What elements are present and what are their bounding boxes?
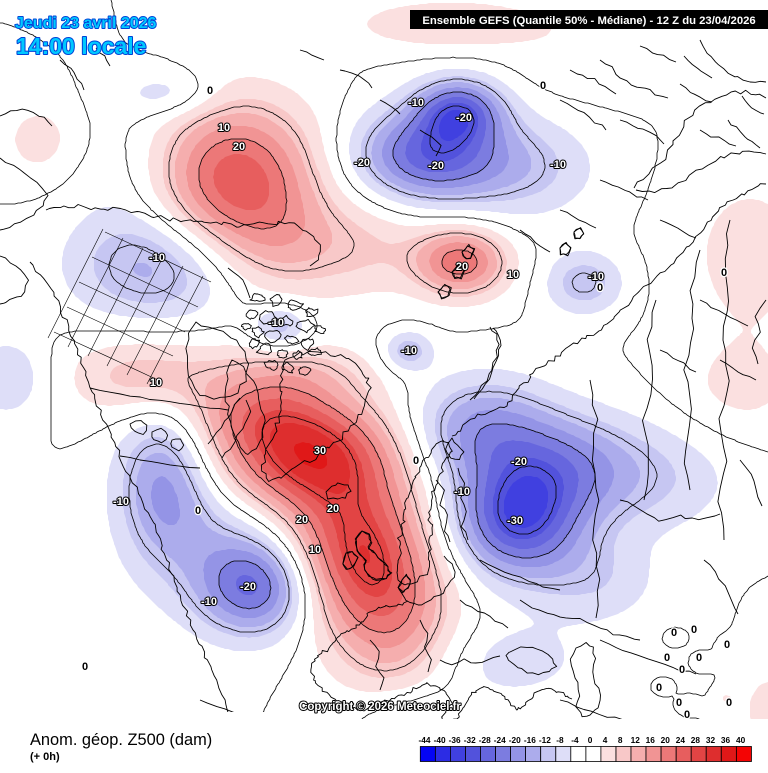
svg-text:-44: -44 [419,735,431,745]
svg-text:0: 0 [588,735,593,745]
svg-text:-30: -30 [507,515,523,527]
svg-text:16: 16 [646,735,656,745]
svg-text:-28: -28 [479,735,491,745]
svg-text:-10: -10 [588,271,604,283]
svg-text:0: 0 [684,709,690,721]
svg-text:0: 0 [207,85,213,97]
svg-text:-20: -20 [509,735,521,745]
svg-text:-10: -10 [113,496,129,508]
svg-text:-10: -10 [268,317,284,329]
svg-text:-10: -10 [401,345,417,357]
svg-text:-16: -16 [524,735,536,745]
svg-text:14:00 locale: 14:00 locale [16,33,146,59]
svg-text:8: 8 [618,735,623,745]
svg-text:0: 0 [691,624,697,636]
svg-text:10: 10 [150,377,162,389]
svg-text:-20: -20 [240,581,256,593]
svg-text:24: 24 [676,735,686,745]
svg-text:0: 0 [597,282,603,294]
svg-text:36: 36 [721,735,731,745]
svg-text:10: 10 [507,269,519,281]
svg-text:4: 4 [603,735,608,745]
svg-text:28: 28 [691,735,701,745]
svg-text:12: 12 [631,735,641,745]
svg-text:-36: -36 [449,735,461,745]
svg-text:0: 0 [726,697,732,709]
svg-text:0: 0 [664,652,670,664]
svg-text:-10: -10 [454,486,470,498]
svg-text:-10: -10 [550,159,566,171]
svg-text:30: 30 [314,445,326,457]
svg-text:(+ 0h): (+ 0h) [30,751,60,763]
svg-text:-32: -32 [464,735,476,745]
svg-text:20: 20 [661,735,671,745]
svg-text:0: 0 [721,267,727,279]
svg-text:20: 20 [296,514,308,526]
svg-text:0: 0 [679,664,685,676]
svg-text:-10: -10 [149,252,165,264]
svg-text:-24: -24 [494,735,506,745]
svg-text:0: 0 [82,661,88,673]
svg-text:-20: -20 [456,112,472,124]
svg-text:20: 20 [327,503,339,515]
svg-text:-20: -20 [428,160,444,172]
svg-text:10: 10 [309,544,321,556]
svg-text:0: 0 [413,455,419,467]
svg-text:-20: -20 [354,157,370,169]
svg-text:-8: -8 [556,735,564,745]
svg-text:-20: -20 [511,456,527,468]
svg-text:Copyright © 2026 Meteociel.fr: Copyright © 2026 Meteociel.fr [299,701,461,713]
svg-text:20: 20 [456,261,468,273]
svg-text:0: 0 [656,682,662,694]
svg-text:10: 10 [218,122,230,134]
svg-text:-10: -10 [408,97,424,109]
svg-text:32: 32 [706,735,716,745]
svg-text:0: 0 [696,652,702,664]
svg-text:0: 0 [671,627,677,639]
svg-text:Ensemble GEFS (Quantile 50% -: Ensemble GEFS (Quantile 50% - Médiane) -… [422,15,755,27]
svg-text:-40: -40 [434,735,446,745]
svg-text:-10: -10 [201,596,217,608]
svg-text:0: 0 [676,697,682,709]
svg-text:-12: -12 [539,735,551,745]
svg-text:0: 0 [195,505,201,517]
svg-text:0: 0 [724,639,730,651]
svg-text:Jeudi 23 avril 2026: Jeudi 23 avril 2026 [15,15,157,32]
svg-text:20: 20 [233,141,245,153]
svg-text:Anom. géop. Z500 (dam): Anom. géop. Z500 (dam) [30,731,212,749]
svg-text:-4: -4 [571,735,579,745]
svg-text:40: 40 [736,735,746,745]
svg-text:0: 0 [540,80,546,92]
